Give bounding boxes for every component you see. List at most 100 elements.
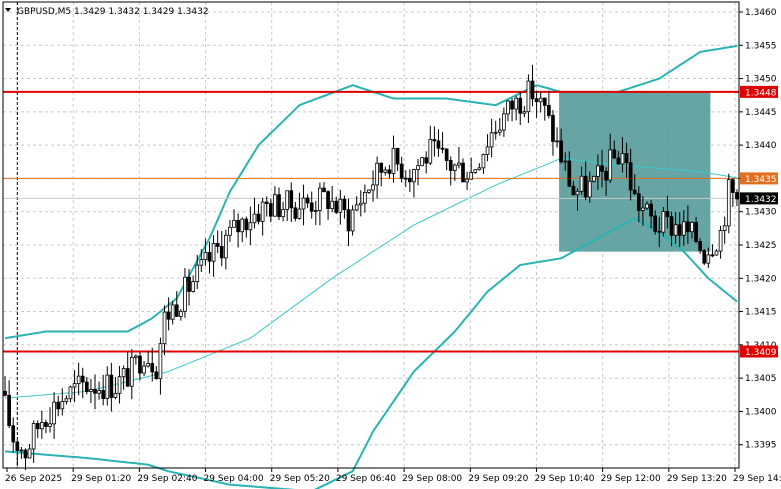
candle-body bbox=[526, 80, 531, 113]
candle-body bbox=[702, 250, 707, 264]
x-tick-label: 29 Sep 06:40 bbox=[336, 474, 396, 484]
candle-body bbox=[510, 100, 514, 110]
candle-body bbox=[661, 211, 666, 233]
candle-body bbox=[301, 197, 306, 210]
candle-body bbox=[309, 202, 314, 212]
candle-body bbox=[117, 376, 122, 394]
candle-body bbox=[620, 153, 625, 165]
candle-body bbox=[326, 191, 330, 209]
candle-body bbox=[440, 147, 445, 150]
x-tick-label: 29 Sep 10:40 bbox=[534, 474, 594, 484]
candle-body bbox=[489, 132, 494, 148]
candle-body bbox=[636, 193, 641, 211]
x-tick-label: 29 Sep 08:00 bbox=[402, 474, 462, 484]
y-tick-label: 1.3400 bbox=[745, 407, 777, 417]
candles bbox=[3, 64, 739, 470]
candle-body bbox=[649, 203, 653, 217]
candle-body bbox=[698, 241, 703, 252]
candle-body bbox=[731, 179, 735, 193]
candle-body bbox=[101, 390, 106, 399]
candle-body bbox=[477, 167, 482, 171]
candle-body bbox=[690, 222, 694, 233]
candle-body bbox=[142, 365, 146, 374]
dropdown-triangle-icon[interactable] bbox=[5, 8, 11, 12]
candle-body bbox=[653, 215, 658, 232]
candle-body bbox=[522, 111, 527, 114]
candle-body bbox=[481, 154, 486, 169]
candle-body bbox=[583, 175, 588, 198]
candle-body bbox=[379, 162, 384, 173]
candle-body bbox=[7, 394, 11, 427]
candle-body bbox=[285, 190, 290, 210]
candle-body bbox=[575, 190, 580, 196]
candle-body bbox=[735, 192, 739, 200]
y-tick-label: 1.3430 bbox=[745, 208, 777, 218]
candle-body bbox=[465, 178, 469, 183]
candle-body bbox=[199, 259, 204, 266]
y-tick-label: 1.3405 bbox=[745, 374, 777, 384]
price-tags: 1.3448 1.3435 1.3409 1.3432 bbox=[740, 85, 778, 358]
candle-body bbox=[252, 213, 257, 224]
candle-body bbox=[493, 131, 498, 134]
candle-body bbox=[170, 304, 175, 320]
candle-body bbox=[195, 264, 200, 282]
candle-body bbox=[567, 160, 572, 187]
candle-body bbox=[420, 157, 424, 167]
candle-body bbox=[358, 202, 363, 206]
candle-body bbox=[256, 213, 261, 222]
candle-body bbox=[555, 140, 559, 143]
candle-body bbox=[338, 198, 343, 213]
symbol-info: GBPUSD,M5 1.3429 1.3432 1.3429 1.3432 bbox=[17, 7, 209, 17]
candle-body bbox=[76, 375, 81, 385]
candle-body bbox=[571, 185, 576, 196]
candle-body bbox=[248, 222, 253, 231]
current-price-tag: 1.3432 bbox=[745, 195, 777, 205]
candle-body bbox=[407, 177, 412, 183]
candle-body bbox=[518, 97, 523, 114]
candle-body bbox=[68, 386, 73, 400]
candle-body bbox=[694, 222, 698, 242]
candle-body bbox=[219, 246, 224, 259]
candle-body bbox=[686, 221, 690, 233]
candle-body bbox=[592, 175, 596, 182]
bollinger-lower-line bbox=[4, 217, 738, 489]
candle-body bbox=[215, 242, 220, 247]
candle-body bbox=[113, 392, 118, 398]
candle-body bbox=[3, 391, 7, 396]
candle-body bbox=[681, 221, 686, 236]
candle-body bbox=[179, 310, 183, 317]
x-tick-label: 29 Sep 05:20 bbox=[270, 474, 330, 484]
candle-body bbox=[207, 252, 212, 262]
candle-body bbox=[293, 207, 298, 219]
candle-body bbox=[726, 179, 731, 227]
candle-body bbox=[457, 162, 461, 166]
candle-body bbox=[502, 113, 506, 131]
candle-body bbox=[162, 311, 167, 345]
y-tick-label: 1.3440 bbox=[745, 141, 777, 151]
candle-body bbox=[154, 371, 159, 380]
candle-body bbox=[375, 162, 379, 186]
candle-body bbox=[403, 177, 408, 180]
y-tick-label: 1.3460 bbox=[745, 8, 777, 18]
y-tick-label: 1.3415 bbox=[745, 308, 777, 318]
candle-body bbox=[223, 234, 228, 259]
y-tick-label: 1.3425 bbox=[745, 241, 777, 251]
candle-body bbox=[277, 194, 281, 218]
candle-body bbox=[587, 180, 592, 198]
candle-body bbox=[473, 169, 478, 173]
x-tick-label: 29 Sep 09:20 bbox=[468, 474, 528, 484]
candle-body bbox=[428, 139, 433, 164]
chart-header: GBPUSD,M5 1.3429 1.3432 1.3429 1.3432 bbox=[5, 7, 209, 17]
candle-body bbox=[436, 140, 441, 149]
candle-body bbox=[289, 190, 294, 209]
candle-body bbox=[722, 225, 727, 231]
candle-body bbox=[244, 218, 249, 231]
candle-body bbox=[64, 398, 69, 402]
candle-body bbox=[318, 187, 322, 211]
candle-body bbox=[469, 172, 474, 180]
candle-body bbox=[530, 80, 535, 100]
candle-body bbox=[305, 197, 310, 204]
candle-body bbox=[138, 355, 142, 374]
candle-body bbox=[383, 169, 388, 173]
